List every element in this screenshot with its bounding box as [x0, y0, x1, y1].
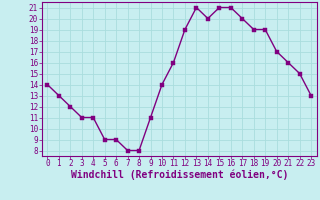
X-axis label: Windchill (Refroidissement éolien,°C): Windchill (Refroidissement éolien,°C)	[70, 170, 288, 180]
